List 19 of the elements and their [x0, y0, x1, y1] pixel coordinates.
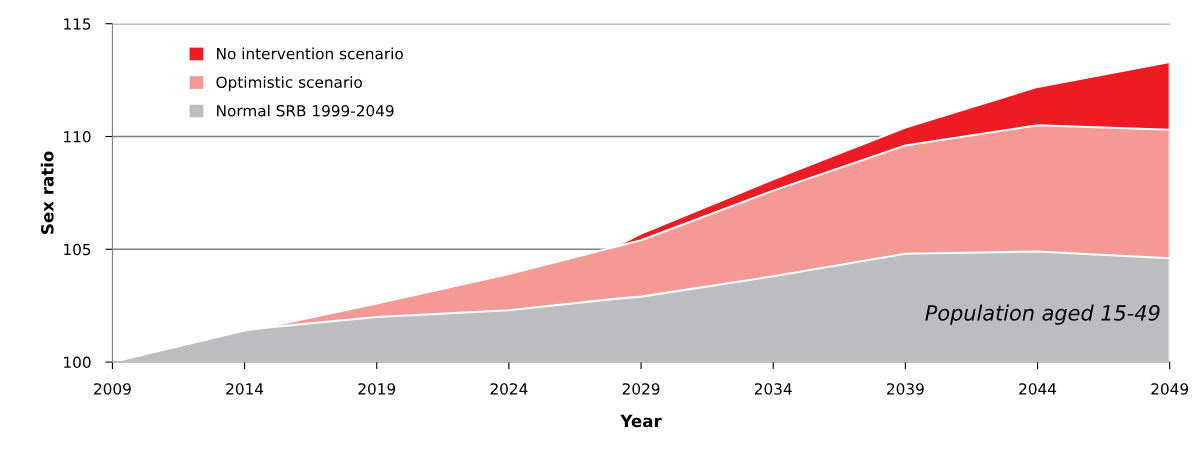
legend-label: Optimistic scenario [216, 76, 362, 91]
y-tick-label: 105 [64, 243, 91, 256]
legend-label: Normal SRB 1999-2049 [217, 104, 394, 117]
x-tick-label: 2044 [1019, 383, 1057, 395]
x-tick-label: 2049 [1151, 383, 1189, 395]
x-tick-label: 2009 [94, 383, 131, 395]
x-tick-label: 2029 [622, 383, 660, 395]
x-tick-label: 2039 [887, 383, 924, 395]
x-tick-label: 2014 [226, 383, 264, 395]
y-tick-label: 100 [64, 356, 91, 369]
x-tick-label: 2034 [754, 383, 792, 395]
x-tick-label: 2024 [490, 383, 528, 395]
y-tick-label: 110 [64, 130, 91, 143]
x-tick-label: 2019 [358, 383, 396, 395]
legend-label: No intervention scenario [217, 47, 403, 60]
y-axis-title: Sex ratio [40, 151, 54, 234]
y-tick-label: 115 [64, 18, 91, 30]
x-axis-title: Year [620, 414, 662, 428]
annotation: Population aged 15-49 [925, 304, 1160, 325]
